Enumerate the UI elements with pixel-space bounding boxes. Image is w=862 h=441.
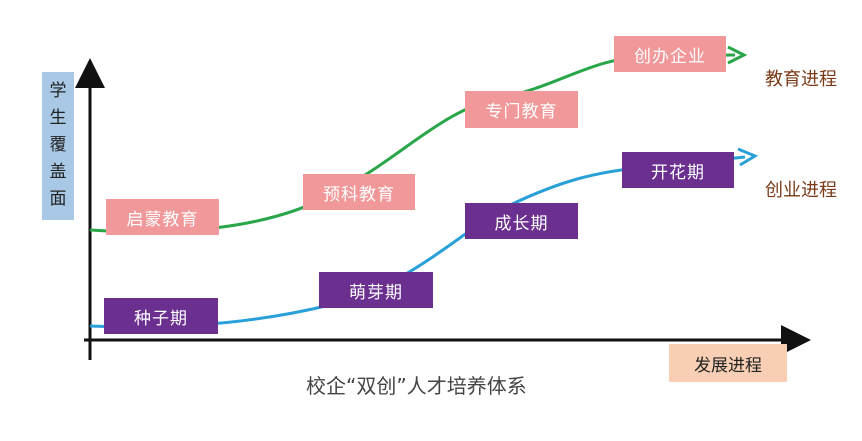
y-axis-label-char: 生 [49,108,67,128]
entrepreneurship-arrow-head [737,147,759,167]
stage-enlightenment-education: 启蒙教育 [106,199,219,235]
diagram-caption: 校企“双创”人才培养体系 [306,374,527,398]
stage-sprout: 萌芽期 [319,272,433,308]
y-axis-label: 学 生 覆 盖 面 [42,72,74,220]
education-arrow-head [727,45,748,65]
x-axis-label: 发展进程 [669,344,787,382]
stage-growth: 成长期 [465,203,578,239]
y-axis-label-char: 覆 [49,135,67,155]
stage-seed: 种子期 [104,298,218,334]
entrepreneurship-track-label: 创业进程 [765,180,837,201]
education-track-label: 教育进程 [765,69,837,90]
stage-specialized-education: 专门教育 [465,91,578,128]
stage-preparatory-education: 预科教育 [303,174,415,210]
y-axis-label-char: 盖 [49,162,67,182]
stage-start-business: 创办企业 [614,36,726,72]
y-axis-label-char: 学 [49,81,67,101]
y-axis-label-char: 面 [49,189,67,209]
stage-bloom: 开花期 [622,152,734,188]
